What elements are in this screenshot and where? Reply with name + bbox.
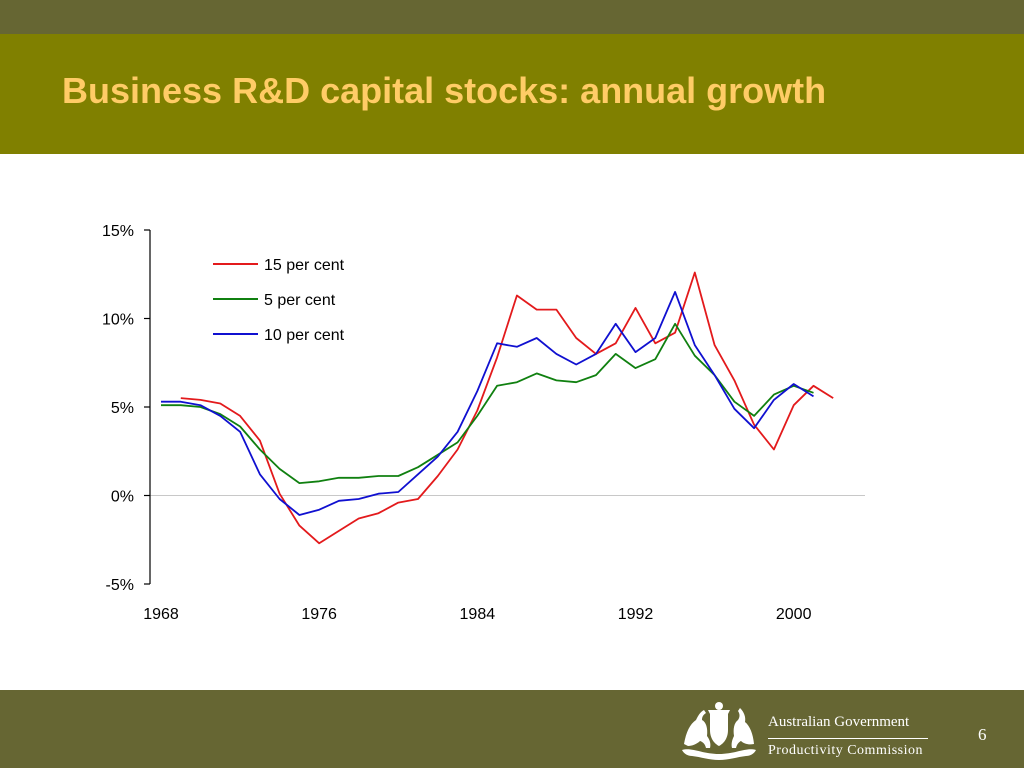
legend-label: 15 per cent <box>264 257 345 274</box>
y-tick-label: 15% <box>102 223 134 240</box>
x-tick-label: 2000 <box>776 606 812 623</box>
x-tick-label: 1976 <box>301 606 337 623</box>
x-tick-label: 1984 <box>460 606 496 623</box>
y-tick-label: 10% <box>102 312 134 329</box>
x-tick-label: 1992 <box>618 606 654 623</box>
series-lines <box>161 271 834 545</box>
agency-name: Productivity Commission <box>768 743 924 758</box>
coat-of-arms-icon <box>682 702 756 760</box>
y-tick-label: 0% <box>111 489 134 506</box>
x-tick-label: 1968 <box>143 606 179 623</box>
footer-bar <box>0 690 1024 768</box>
title-band <box>0 34 1024 154</box>
series-line-15-per-cent <box>180 271 834 545</box>
line-chart: -5% 0% 5% 10% 15% 1968 1976 1984 1992 2000 15 pe… <box>102 223 865 623</box>
government-name: Australian Government <box>768 714 910 730</box>
page-number: 6 <box>978 725 987 744</box>
y-tick-label: 5% <box>111 400 134 417</box>
series-line-5-per-cent <box>161 322 814 485</box>
series-line-10-per-cent <box>161 290 814 516</box>
legend: 15 per cent 5 per cent 10 per cent <box>213 257 345 344</box>
y-tick-label: -5% <box>106 577 134 594</box>
footer-divider <box>768 738 928 739</box>
y-axis: -5% 0% 5% 10% 15% <box>102 223 151 594</box>
x-tick-labels: 1968 1976 1984 1992 2000 <box>143 606 811 623</box>
legend-label: 10 per cent <box>264 327 345 344</box>
slide-title: Business R&D capital stocks: annual grow… <box>62 70 827 111</box>
legend-label: 5 per cent <box>264 292 336 309</box>
top-strip <box>0 0 1024 34</box>
